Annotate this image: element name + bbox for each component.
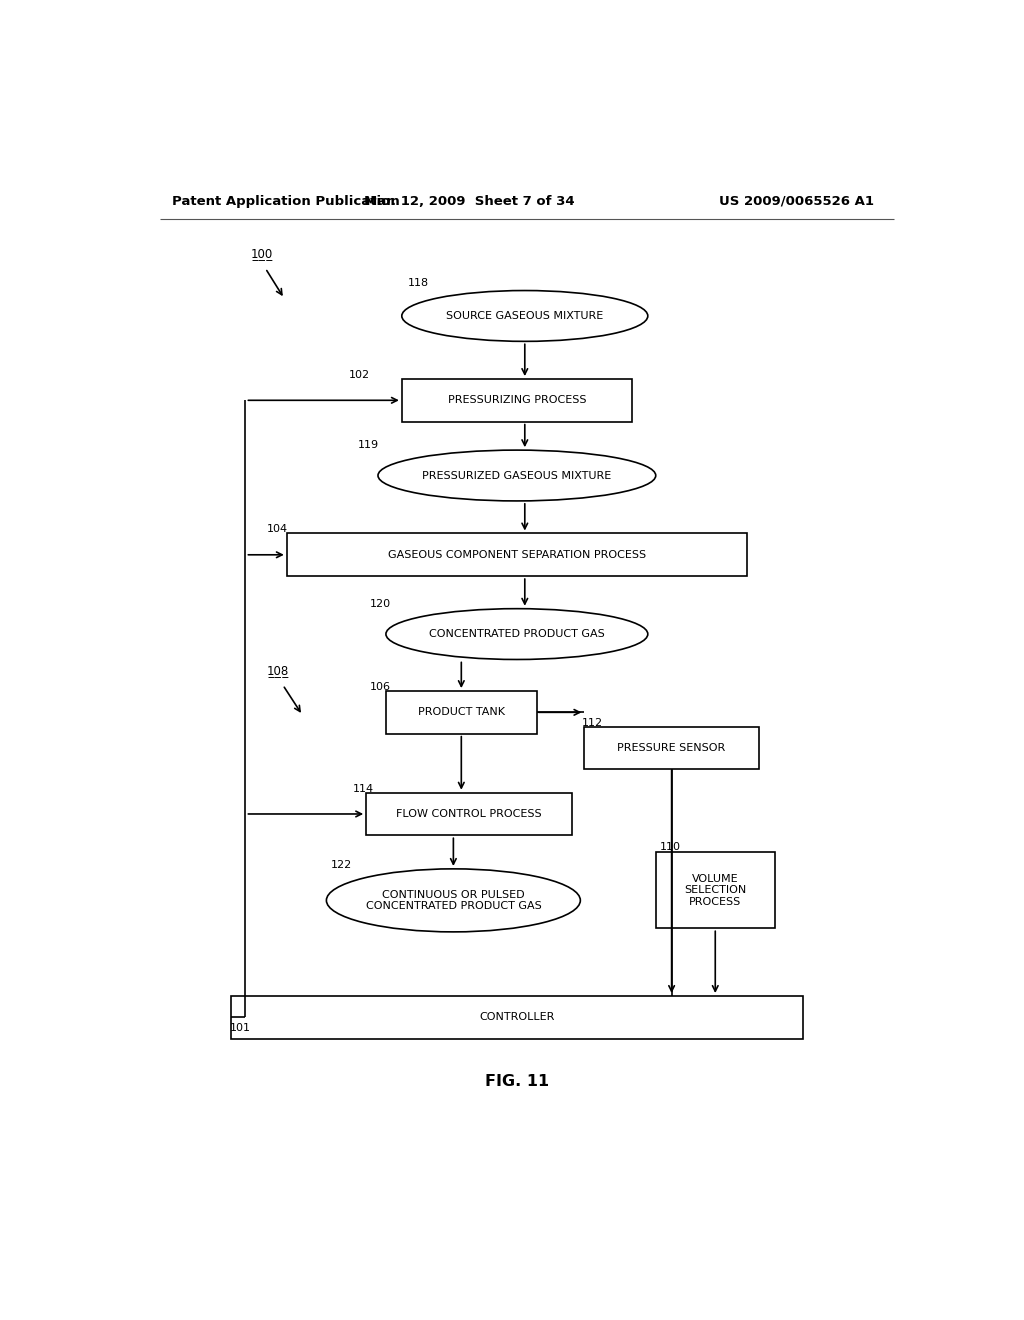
Text: FIG. 11: FIG. 11 bbox=[484, 1073, 549, 1089]
Bar bbox=[585, 726, 759, 770]
Text: 104: 104 bbox=[267, 524, 288, 535]
Text: PRESSURE SENSOR: PRESSURE SENSOR bbox=[617, 743, 726, 752]
Text: PRODUCT TANK: PRODUCT TANK bbox=[418, 708, 505, 717]
Text: PRESSURIZED GASEOUS MIXTURE: PRESSURIZED GASEOUS MIXTURE bbox=[422, 470, 611, 480]
Text: 1̲0̲0̲: 1̲0̲0̲ bbox=[251, 247, 273, 260]
Bar bbox=[655, 853, 775, 928]
Text: 1̲0̲8̲: 1̲0̲8̲ bbox=[267, 664, 289, 677]
Text: Mar. 12, 2009  Sheet 7 of 34: Mar. 12, 2009 Sheet 7 of 34 bbox=[364, 194, 574, 207]
Text: Patent Application Publication: Patent Application Publication bbox=[172, 194, 399, 207]
Bar bbox=[401, 379, 632, 421]
Text: 106: 106 bbox=[370, 682, 391, 692]
Text: 114: 114 bbox=[352, 784, 374, 793]
Bar bbox=[386, 690, 537, 734]
Text: CONCENTRATED PRODUCT GAS: CONCENTRATED PRODUCT GAS bbox=[429, 630, 605, 639]
Text: SOURCE GASEOUS MIXTURE: SOURCE GASEOUS MIXTURE bbox=[446, 312, 603, 321]
Text: 110: 110 bbox=[659, 842, 681, 851]
Text: VOLUME
SELECTION
PROCESS: VOLUME SELECTION PROCESS bbox=[684, 874, 746, 907]
Text: 118: 118 bbox=[408, 279, 428, 289]
Text: 119: 119 bbox=[358, 440, 379, 450]
Text: 122: 122 bbox=[331, 859, 352, 870]
Text: US 2009/0065526 A1: US 2009/0065526 A1 bbox=[719, 194, 873, 207]
Bar bbox=[367, 792, 572, 836]
Bar bbox=[231, 995, 803, 1039]
Bar bbox=[287, 533, 748, 576]
Text: 101: 101 bbox=[229, 1023, 251, 1032]
Text: PRESSURIZING PROCESS: PRESSURIZING PROCESS bbox=[447, 395, 586, 405]
Text: 102: 102 bbox=[348, 370, 370, 380]
Text: CONTINUOUS OR PULSED
CONCENTRATED PRODUCT GAS: CONTINUOUS OR PULSED CONCENTRATED PRODUC… bbox=[366, 890, 542, 911]
Text: GASEOUS COMPONENT SEPARATION PROCESS: GASEOUS COMPONENT SEPARATION PROCESS bbox=[388, 550, 646, 560]
Text: FLOW CONTROL PROCESS: FLOW CONTROL PROCESS bbox=[396, 809, 542, 818]
Text: 112: 112 bbox=[582, 718, 603, 727]
Text: 120: 120 bbox=[370, 599, 391, 609]
Text: CONTROLLER: CONTROLLER bbox=[479, 1012, 555, 1022]
